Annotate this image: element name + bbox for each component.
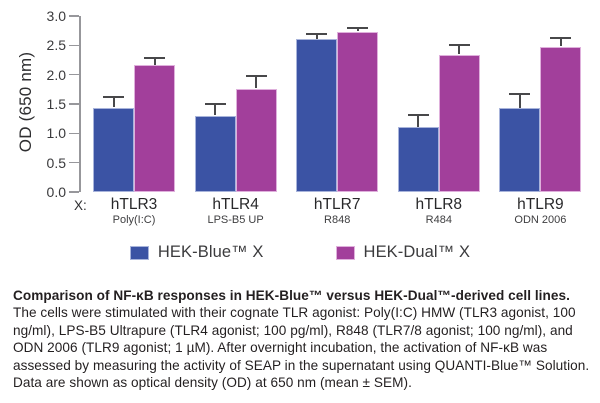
y-tick-label: 1.0 (46, 125, 66, 142)
caption-body: The cells were stimulated with their cog… (13, 305, 590, 391)
y-tick-label: 0.5 (46, 154, 66, 171)
bar-htlr7-hek-dual-x (337, 31, 379, 192)
error-bar-htlr9-hek-dual-x (550, 36, 572, 46)
y-tick-mark (69, 191, 79, 193)
x-category-agonist-label: R484 (425, 214, 452, 226)
x-category-label: hTLR9 (517, 196, 564, 213)
x-category-agonist-label: ODN 2006 (514, 214, 567, 226)
x-category-htlr7: hTLR7 R848 (281, 196, 393, 227)
x-category-label: hTLR8 (415, 196, 463, 213)
bar-htlr8-hek-blue-x (397, 127, 439, 192)
y-tick-mark (69, 44, 79, 47)
caption-title: Comparison of NF-κB responses in HEK-Blu… (13, 288, 570, 303)
y-tick-mark (69, 161, 79, 164)
error-bar-htlr3-hek-dual-x (144, 57, 165, 65)
y-tick-label: 2.5 (46, 37, 66, 54)
legend-label: HEK-Blue™ X (157, 243, 264, 261)
x-category-label: hTLR4 (212, 196, 259, 213)
x-category-htlr8: hTLR8 R484 (383, 196, 495, 227)
x-category-htlr3: hTLR3 Poly(I:C) (78, 196, 190, 227)
bar-htlr9-hek-dual-x (540, 46, 582, 192)
legend: HEK-Blue™ X HEK-Dual™ X (0, 243, 600, 262)
error-bar-htlr8-hek-blue-x (407, 113, 429, 127)
bar-htlr3-hek-blue-x (93, 107, 134, 192)
legend-item-hek-blue-x: HEK-Blue™ X (129, 243, 264, 262)
x-category-htlr4: hTLR4 LPS-B5 UP (180, 196, 292, 227)
error-bar-htlr3-hek-blue-x (103, 95, 124, 107)
bar-chart: OD (650 nm) 0.0 0.5 1.0 1.5 2.0 2.5 3.0 X: hTL… (0, 0, 600, 232)
x-category-agonist-label: Poly(I:C) (112, 214, 156, 226)
y-tick-mark (69, 73, 79, 76)
bar-htlr4-hek-blue-x (194, 115, 236, 192)
legend-label: HEK-Dual™ X (363, 243, 471, 261)
error-bar-htlr9-hek-blue-x (509, 92, 531, 108)
legend-swatch-icon (129, 245, 149, 260)
x-category-agonist-label: LPS-B5 UP (207, 214, 264, 226)
x-axis-prefix: X: (74, 198, 87, 213)
y-tick-mark (69, 132, 79, 135)
legend-swatch-icon (335, 245, 355, 260)
y-axis-title: OD (650 nm) (16, 51, 35, 153)
bar-htlr3-hek-dual-x (134, 65, 175, 192)
error-bar-htlr8-hek-dual-x (448, 44, 470, 54)
error-bar-htlr7-hek-dual-x (347, 27, 369, 31)
bar-htlr9-hek-blue-x (499, 108, 541, 192)
x-category-label: hTLR7 (313, 196, 361, 213)
x-category-label: hTLR3 (110, 196, 158, 213)
y-tick-label: 1.5 (46, 96, 66, 112)
legend-item-hek-dual-x: HEK-Dual™ X (335, 243, 471, 262)
x-category-htlr9: hTLR9 ODN 2006 (484, 196, 596, 227)
caption: Comparison of NF-κB responses in HEK-Blu… (13, 287, 591, 391)
y-tick-label: 3.0 (46, 8, 66, 24)
y-tick-label: 2.0 (46, 66, 66, 83)
x-category-agonist-label: R848 (324, 214, 351, 226)
bar-htlr7-hek-blue-x (296, 39, 338, 192)
bar-htlr4-hek-dual-x (235, 88, 277, 192)
error-bar-htlr7-hek-blue-x (306, 33, 328, 39)
bar-htlr8-hek-dual-x (438, 54, 480, 192)
y-tick-label: 0.0 (46, 184, 66, 200)
error-bar-htlr4-hek-dual-x (245, 75, 267, 88)
error-bar-htlr4-hek-blue-x (204, 103, 226, 115)
y-tick-mark (69, 103, 79, 105)
y-axis-line (79, 16, 81, 192)
y-tick-mark (69, 15, 79, 17)
